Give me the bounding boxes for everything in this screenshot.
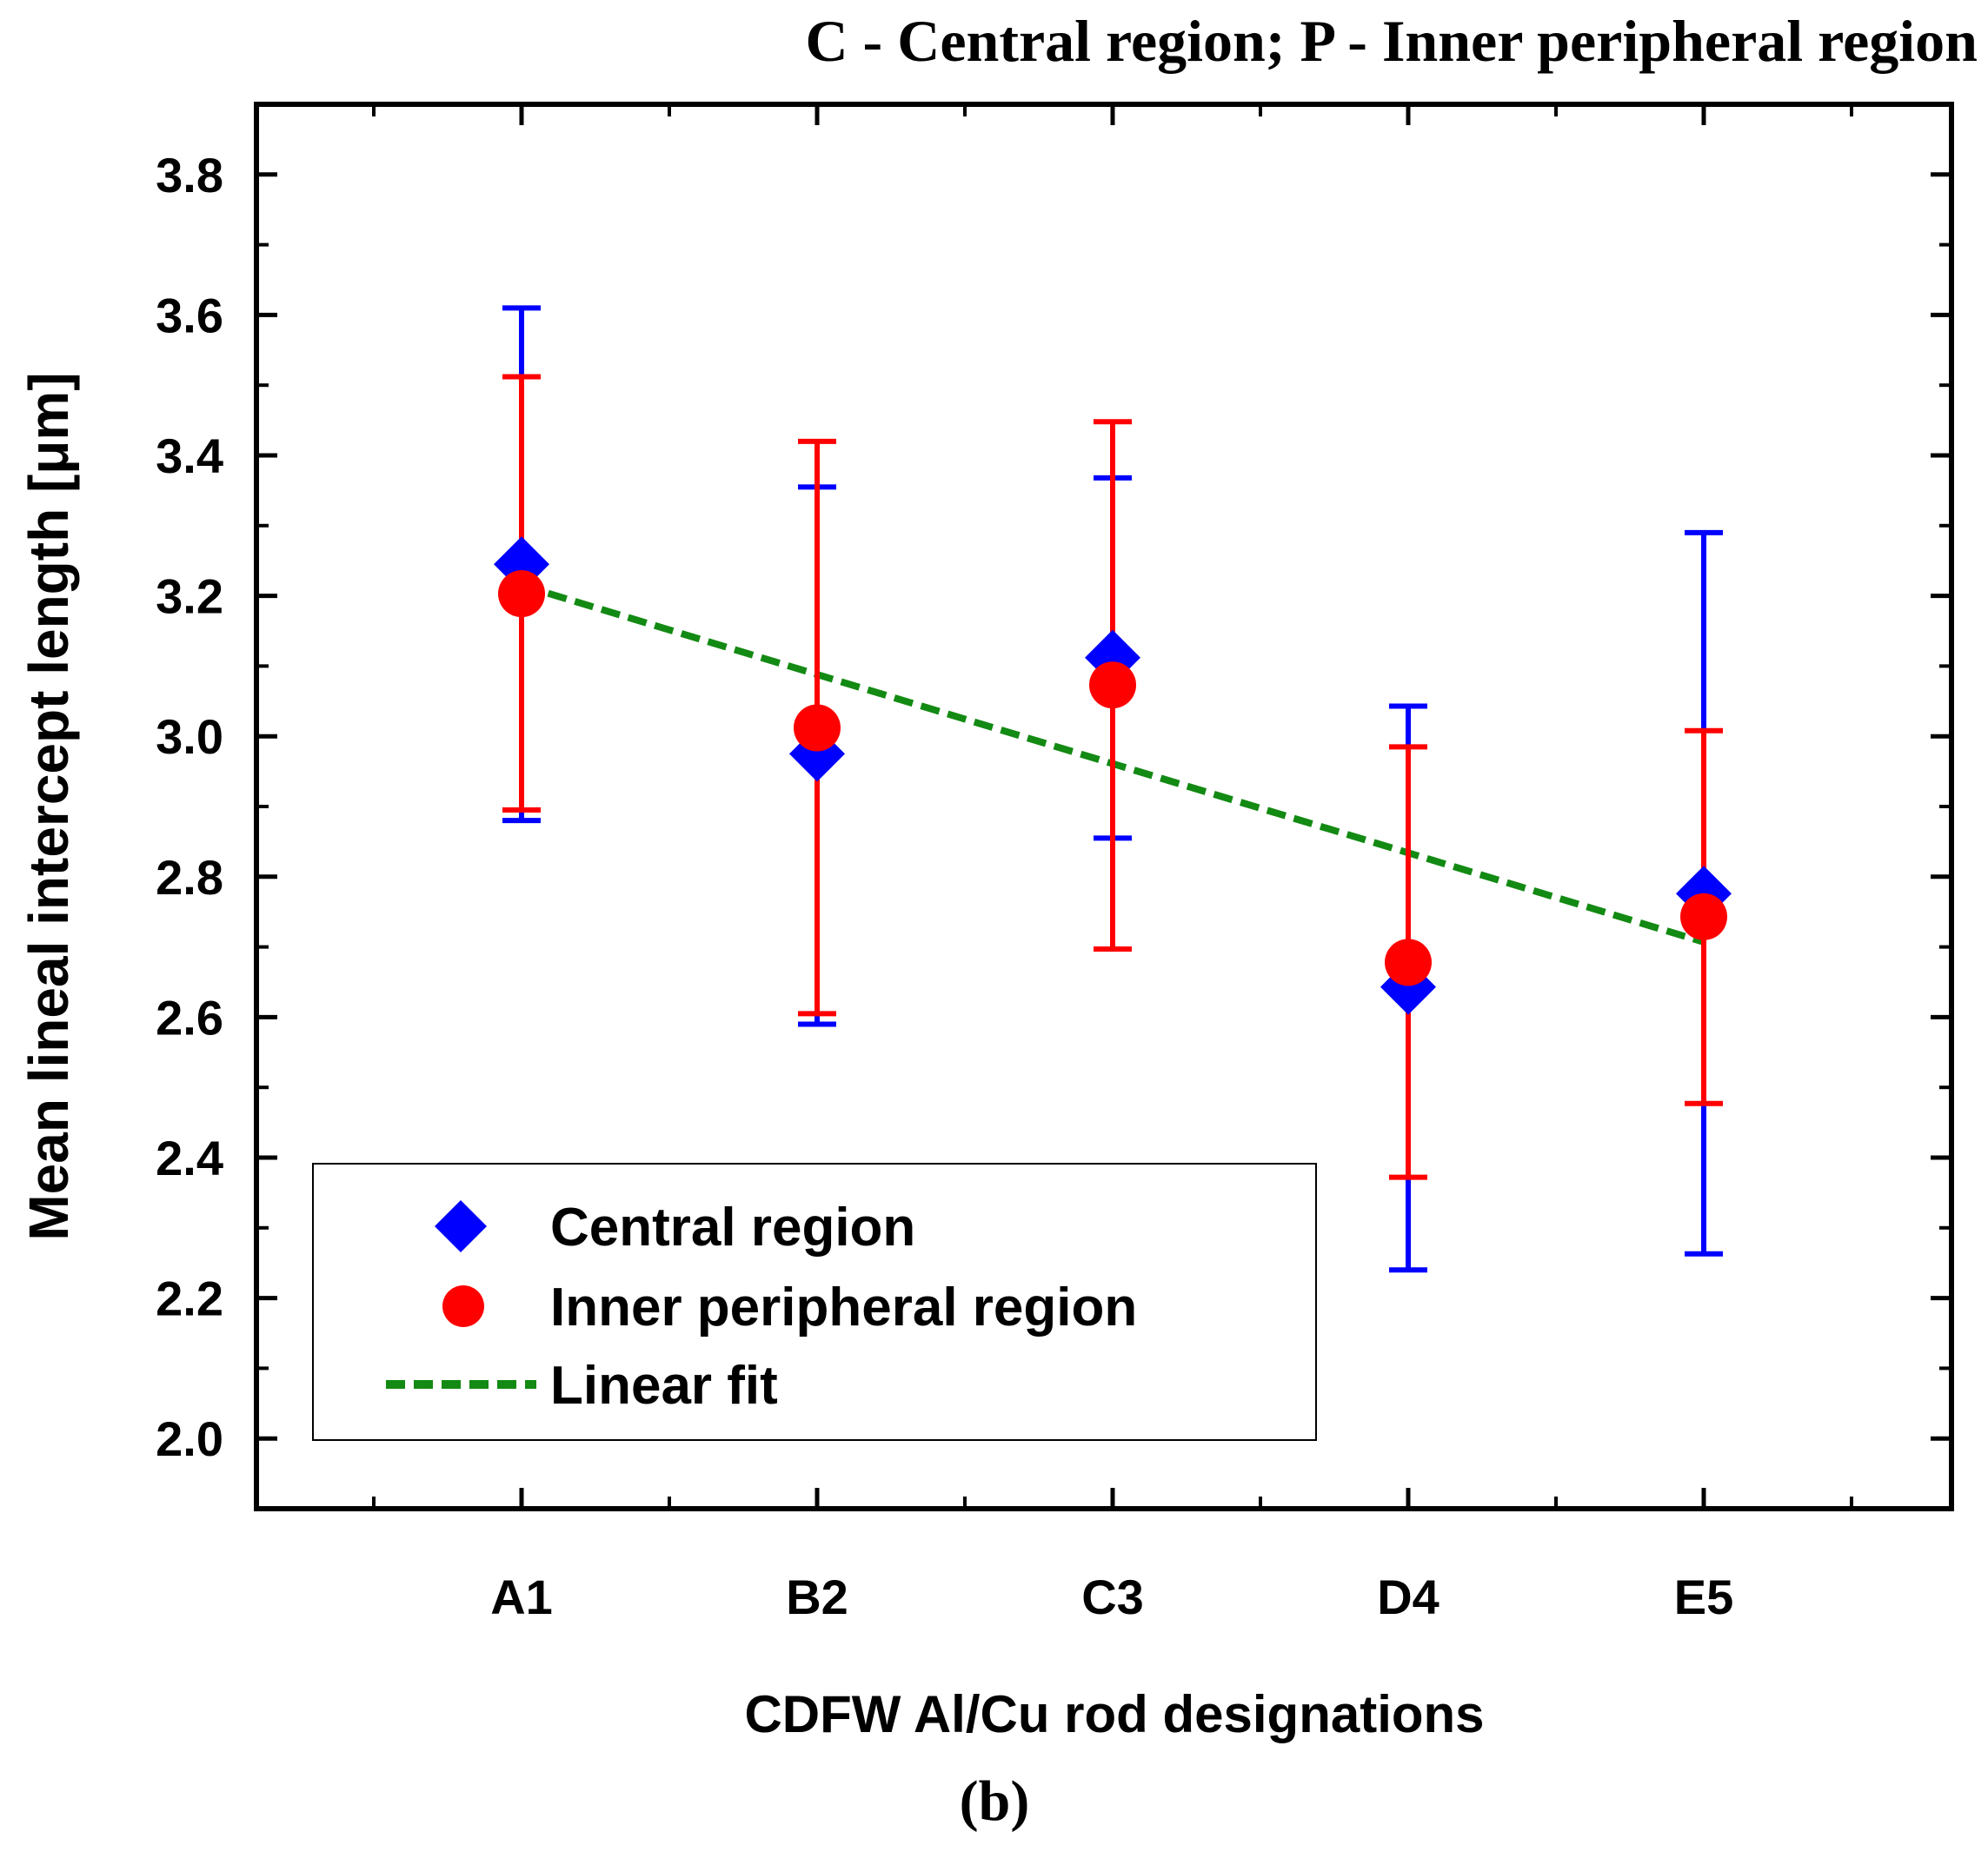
y-tick-label: 2.6 <box>156 990 223 1045</box>
legend: Central region Inner peripheral region L… <box>312 1163 1317 1441</box>
inner-peripheral-point <box>1385 939 1432 986</box>
x-tick-label: B2 <box>786 1570 848 1624</box>
x-tick-label: A1 <box>490 1570 553 1624</box>
legend-label-central: Central region <box>550 1198 915 1258</box>
inner-peripheral-point <box>794 704 841 752</box>
error-bars <box>502 305 1723 1273</box>
legend-circle-marker <box>442 1285 484 1327</box>
y-tick-label: 3.0 <box>156 709 223 764</box>
y-axis-label: Mean lineal intercept length [μm] <box>17 372 80 1240</box>
legend-label-peripheral: Inner peripheral region <box>550 1278 1137 1338</box>
y-tick-label: 2.4 <box>156 1131 223 1185</box>
inner-peripheral-point <box>498 570 545 618</box>
x-tick-label: C3 <box>1081 1570 1144 1624</box>
figure-caption: (b) <box>960 1769 1030 1833</box>
y-tick-label: 3.8 <box>156 148 223 202</box>
data-markers <box>494 536 1732 1015</box>
inner-peripheral-point <box>1089 661 1136 709</box>
x-axis-label: CDFW Al/Cu rod designations <box>744 1685 1484 1743</box>
y-tick-label: 3.4 <box>156 428 223 483</box>
y-tick-label: 3.2 <box>156 569 223 624</box>
x-tick-label: D4 <box>1377 1570 1439 1624</box>
legend-label-fit: Linear fit <box>550 1356 778 1416</box>
y-tick-label: 2.8 <box>156 850 223 905</box>
legend-diamond-marker <box>435 1200 487 1252</box>
x-tick-label: E5 <box>1674 1570 1734 1624</box>
chart-title: C - Central region; P - Inner peripheral… <box>805 8 1978 74</box>
y-tick-label: 2.0 <box>156 1411 223 1466</box>
y-tick-label: 3.6 <box>156 288 223 342</box>
y-tick-label: 2.2 <box>156 1271 223 1326</box>
inner-peripheral-point <box>1680 893 1727 940</box>
axis-ticks: 2.0 2.2 2.4 2.6 2.8 3.0 3.2 3.4 3.6 3.8 A1 B2 C3 D4 E5 <box>156 103 1951 1624</box>
plot-frame <box>254 102 1954 1511</box>
